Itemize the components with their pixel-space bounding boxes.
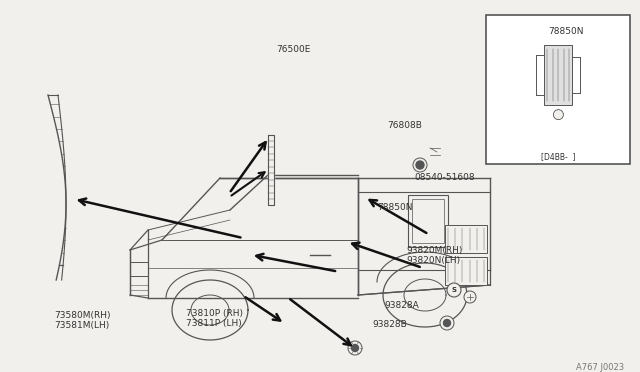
Text: 76500E: 76500E	[276, 45, 311, 54]
Bar	[408, 195, 448, 247]
Text: S: S	[451, 287, 456, 293]
Text: 78850N: 78850N	[378, 203, 413, 212]
Bar	[445, 225, 487, 253]
Text: 73580M(RH)
73581M(LH): 73580M(RH) 73581M(LH)	[54, 311, 111, 330]
Circle shape	[413, 158, 427, 172]
Text: A767 J0023: A767 J0023	[576, 363, 624, 372]
Circle shape	[416, 161, 424, 169]
Text: 08540-51608: 08540-51608	[415, 173, 476, 182]
Text: 76808B: 76808B	[387, 121, 422, 130]
Polygon shape	[268, 135, 274, 205]
Circle shape	[440, 316, 454, 330]
Circle shape	[464, 291, 476, 303]
Text: 93828A: 93828A	[384, 301, 419, 310]
Circle shape	[348, 341, 362, 355]
Text: 93820M(RH)
93820N(LH): 93820M(RH) 93820N(LH)	[406, 246, 463, 265]
Circle shape	[554, 110, 563, 120]
Bar	[412, 199, 444, 243]
Text: 73810P (RH)
73811P (LH): 73810P (RH) 73811P (LH)	[186, 309, 243, 328]
Text: 78850N: 78850N	[548, 27, 583, 36]
Circle shape	[444, 320, 451, 327]
Circle shape	[351, 344, 358, 352]
Bar	[445, 257, 487, 285]
Text: 93828B: 93828B	[372, 320, 407, 329]
Bar	[545, 45, 572, 105]
Bar	[486, 15, 630, 164]
Text: [D4BB-  ]: [D4BB- ]	[541, 152, 575, 161]
Circle shape	[447, 283, 461, 297]
